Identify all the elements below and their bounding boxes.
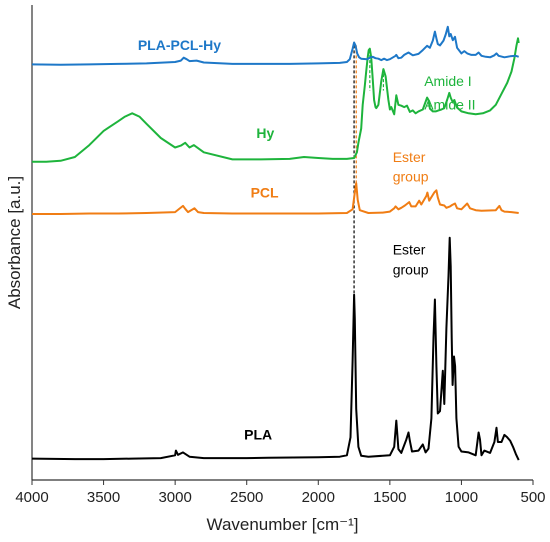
series-label-pla: PLA — [244, 427, 272, 443]
x-tick-label: 3500 — [87, 489, 120, 506]
annotation-dashes — [353, 45, 385, 295]
x-tick-label: 2000 — [302, 489, 335, 506]
annotation-ester: Ester — [393, 149, 426, 165]
x-tick-label: 500 — [520, 489, 545, 506]
x-tick-label: 1500 — [373, 489, 406, 506]
annotation-amide-ii: Amide II — [424, 97, 475, 113]
x-tick-label: 2500 — [230, 489, 263, 506]
labels-group: PLA-PCL-Hy Hy PCL PLA Amide I Amide II Ester gr… — [138, 37, 476, 443]
series-line-hy — [32, 37, 520, 163]
series-label-pla-pcl-hy: PLA-PCL-Hy — [138, 37, 221, 53]
annotation-ester: Ester — [393, 241, 426, 257]
x-tick-label: 3000 — [158, 489, 191, 506]
y-axis-title: Absorbance [a.u.] — [5, 176, 24, 309]
x-tick-label: 1000 — [445, 489, 478, 506]
x-axis-title: Wavenumber [cm⁻¹] — [207, 515, 359, 534]
annotation-amide-i: Amide I — [424, 73, 471, 89]
annotation-group: group — [393, 261, 429, 277]
series-line-pcl — [32, 182, 519, 215]
series-label-pcl: PCL — [251, 184, 279, 200]
series-label-hy: Hy — [256, 125, 274, 141]
series-line-pla — [31, 236, 520, 461]
series-line-pla-pcl-hy — [31, 25, 520, 66]
axes-group: 4000 3500 3000 2500 2000 1500 1000 500 Wavenumbe… — [5, 5, 546, 534]
annotation-group: group — [393, 169, 429, 185]
series-group — [31, 25, 520, 461]
x-tick-label: 4000 — [15, 489, 48, 506]
